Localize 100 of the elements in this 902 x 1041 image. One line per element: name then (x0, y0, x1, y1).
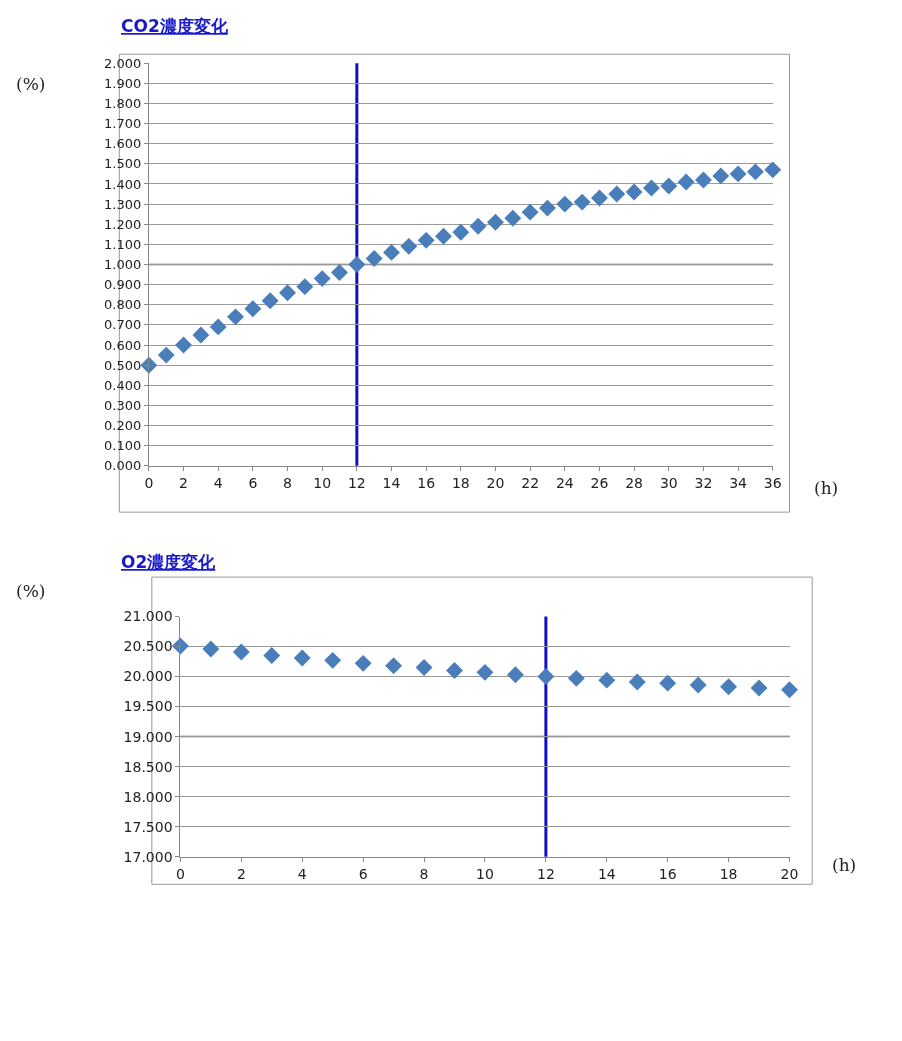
x-tick-label: 10 (313, 474, 332, 491)
x-tick-label: 18 (719, 865, 738, 882)
y-axis-title: (%) (16, 581, 46, 601)
point (385, 657, 403, 675)
x-tick-label: 16 (417, 474, 436, 491)
point (608, 185, 626, 203)
point (354, 654, 372, 672)
x-tick-label: 8 (419, 865, 429, 882)
point (209, 318, 227, 336)
y-tick-label: 0.800 (104, 297, 142, 313)
point (263, 647, 281, 664)
y-tick-label: 0.300 (104, 398, 142, 413)
x-tick-label: 22 (521, 474, 540, 491)
y-tick-label: 19.500 (123, 698, 173, 715)
y-tick-label: 18.000 (123, 788, 173, 805)
y-tick-label: 20.500 (123, 638, 173, 655)
x-tick-label: 14 (382, 474, 401, 491)
y-tick-label: 1.100 (104, 236, 142, 252)
y-tick-label: 1.000 (104, 257, 142, 273)
x-tick-label: 32 (694, 474, 713, 491)
chart-title: O2濃度変化 (121, 552, 217, 572)
y-tick-label: 17.000 (123, 848, 173, 865)
x-tick-label: 2 (179, 474, 188, 491)
y-tick-label: 1.600 (104, 136, 142, 152)
x-tick-label: 30 (659, 474, 678, 491)
y-tick-label: 0.500 (104, 357, 142, 373)
point (591, 189, 608, 207)
y-tick-label: 1.700 (104, 116, 142, 132)
point (279, 284, 296, 302)
x-tick-label: 2 (236, 865, 246, 882)
point (417, 231, 435, 249)
x-tick-label: 20 (780, 865, 799, 882)
x-tick-label: 12 (536, 865, 555, 882)
x-tick-label: 16 (658, 865, 677, 882)
point (365, 250, 383, 267)
x-tick-label: 20 (486, 474, 505, 491)
x-tick-label: 0 (144, 474, 154, 491)
point (537, 668, 555, 686)
point (202, 640, 220, 658)
x-tick-label: 6 (358, 865, 368, 882)
y-tick-label: 19.000 (123, 728, 173, 745)
point (556, 195, 574, 213)
x-tick-label: 8 (283, 474, 292, 491)
y-tick-label: 17.500 (123, 818, 173, 835)
point (348, 256, 366, 273)
point (140, 356, 158, 374)
point (452, 223, 470, 241)
point (261, 292, 279, 310)
point (689, 676, 707, 694)
point (729, 165, 747, 183)
point (746, 163, 764, 181)
point (476, 663, 494, 681)
y-tick-label: 1.900 (104, 75, 142, 91)
point (643, 179, 660, 197)
point (567, 669, 585, 687)
x-tick-label: 10 (476, 865, 494, 882)
point (764, 161, 782, 179)
point (157, 346, 175, 364)
y-tick-label: 2.000 (104, 55, 142, 71)
x-tick-label: 34 (729, 474, 748, 491)
y-tick-label: 0.000 (104, 458, 142, 474)
y-tick-label: 0.100 (104, 438, 142, 454)
y-tick-label: 0.700 (104, 317, 142, 333)
point (232, 643, 250, 661)
point (469, 217, 487, 235)
point (415, 659, 433, 676)
point (504, 209, 522, 227)
x-tick-label: 28 (625, 474, 644, 491)
x-axis-title: (h) (832, 855, 857, 875)
point (192, 326, 210, 344)
x-tick-label: 18 (451, 474, 470, 491)
y-tick-label: 0.600 (104, 337, 142, 353)
point (659, 674, 677, 692)
point (296, 278, 314, 296)
y-tick-label: 0.400 (104, 377, 142, 393)
point (712, 167, 730, 185)
y-tick-label: 0.900 (104, 277, 142, 293)
point (506, 666, 524, 684)
point (694, 171, 712, 189)
y-tick-label: 1.800 (104, 95, 142, 111)
x-tick-label: 36 (763, 474, 782, 491)
y-tick-label: 1.200 (104, 216, 142, 232)
point (175, 336, 192, 354)
point (598, 671, 616, 689)
point (677, 173, 695, 191)
point (720, 678, 738, 696)
point (539, 199, 556, 217)
point (660, 177, 678, 195)
point (244, 300, 262, 318)
point (487, 213, 504, 231)
y-tick-label: 21.000 (123, 608, 173, 625)
point (293, 649, 311, 667)
y-tick-label: 0.200 (104, 418, 142, 434)
y-tick-label: 20.000 (123, 668, 173, 685)
y-tick-label: 1.300 (104, 196, 142, 212)
point (383, 243, 400, 261)
x-tick-label: 26 (590, 474, 609, 491)
point (446, 662, 463, 680)
point (400, 237, 418, 255)
x-tick-label: 14 (597, 865, 616, 882)
